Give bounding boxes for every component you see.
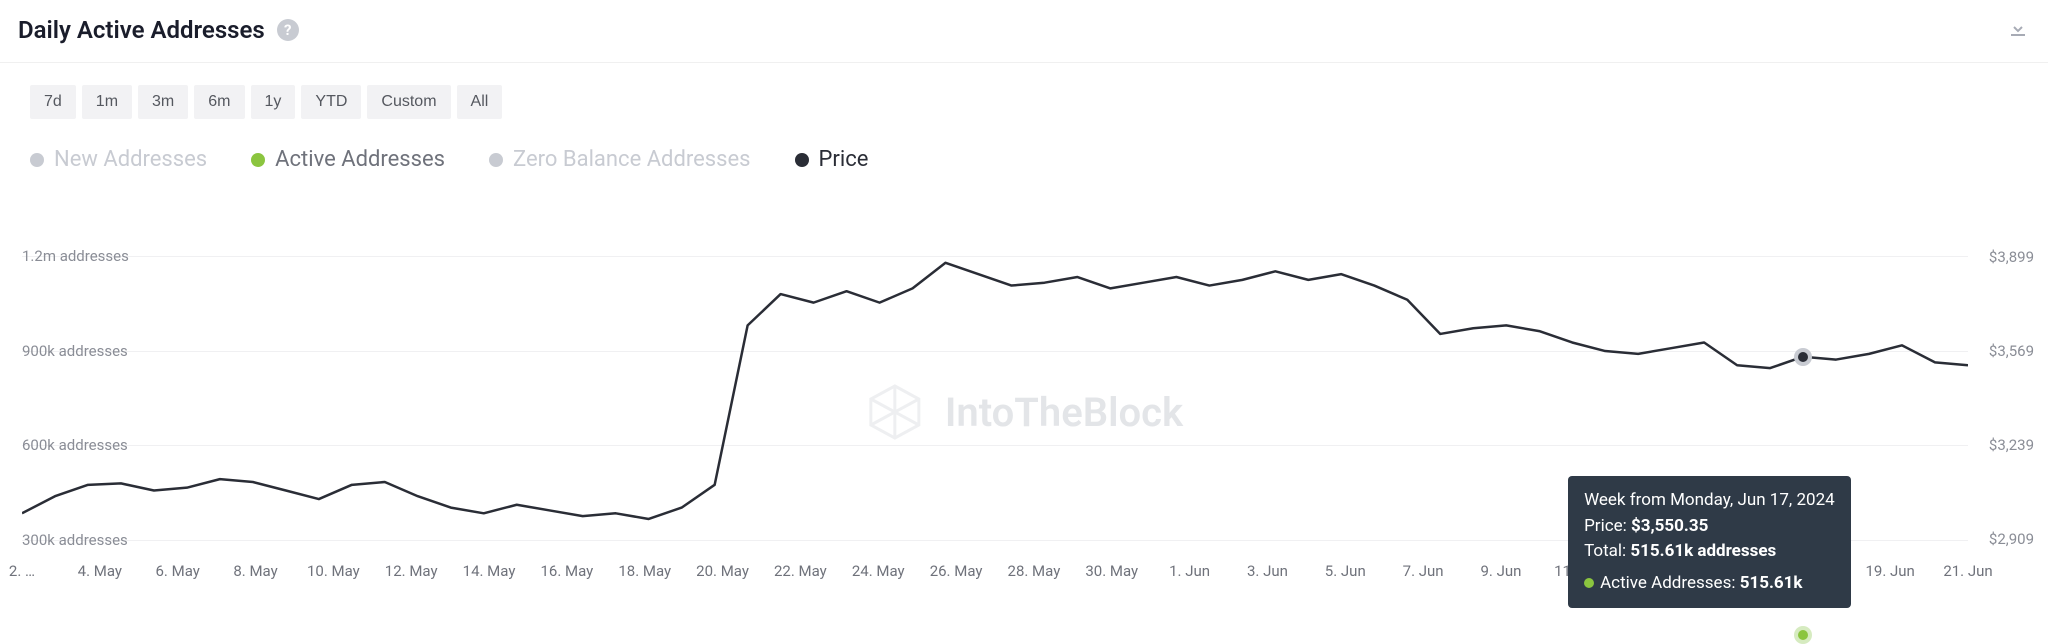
- chart-header: Daily Active Addresses ?: [0, 0, 2048, 63]
- legend-label: Price: [819, 147, 869, 172]
- x-tick: 11. Jun: [1554, 562, 1603, 580]
- legend-label: Active Addresses: [275, 147, 445, 172]
- x-tick: 15. Jun: [1710, 562, 1759, 580]
- series-price: [22, 263, 1968, 519]
- page-title: Daily Active Addresses: [18, 16, 265, 44]
- range-btn-ytd[interactable]: YTD: [301, 85, 361, 119]
- range-btn-1y[interactable]: 1y: [251, 85, 296, 119]
- help-icon[interactable]: ?: [277, 19, 299, 41]
- x-tick: 22. May: [774, 562, 827, 580]
- time-range-controls: 7d1m3m6m1yYTDCustomAll: [0, 63, 2048, 119]
- legend-dot-icon: [251, 153, 265, 167]
- range-btn-6m[interactable]: 6m: [194, 85, 244, 119]
- x-tick: 14. May: [463, 562, 516, 580]
- x-tick: 30. May: [1085, 562, 1138, 580]
- y-right-tick: $3,569: [1989, 342, 2034, 360]
- x-tick: 21. Jun: [1943, 562, 1992, 580]
- x-tick: 1. Jun: [1169, 562, 1210, 580]
- x-tick: 17. Jun: [1788, 562, 1837, 580]
- hover-dot-active_addresses: [1794, 626, 1812, 644]
- y-right-tick: $2,909: [1989, 530, 2034, 548]
- x-tick: 18. May: [618, 562, 671, 580]
- x-tick: 26. May: [930, 562, 983, 580]
- x-tick: 13. Jun: [1632, 562, 1681, 580]
- x-tick: 12. May: [385, 562, 438, 580]
- x-tick: 16. May: [540, 562, 593, 580]
- x-tick: 2. …: [9, 562, 35, 580]
- x-tick: 10. May: [307, 562, 360, 580]
- legend-item-new-addresses[interactable]: New Addresses: [30, 147, 207, 172]
- y-right-tick: $3,899: [1989, 248, 2034, 266]
- plot-area[interactable]: [22, 240, 1968, 556]
- x-tick: 7. Jun: [1403, 562, 1444, 580]
- range-btn-7d[interactable]: 7d: [30, 85, 76, 119]
- legend-dot-icon: [30, 153, 44, 167]
- legend: New Addresses Active Addresses Zero Balanc…: [0, 119, 2048, 172]
- y-right-tick: $3,239: [1989, 436, 2034, 454]
- x-tick: 20. May: [696, 562, 749, 580]
- legend-label: New Addresses: [54, 147, 207, 172]
- x-tick: 9. Jun: [1480, 562, 1521, 580]
- legend-dot-icon: [795, 153, 809, 167]
- legend-item-price[interactable]: Price: [795, 147, 869, 172]
- range-btn-1m[interactable]: 1m: [82, 85, 132, 119]
- range-btn-custom[interactable]: Custom: [367, 85, 450, 119]
- x-tick: 3. Jun: [1247, 562, 1288, 580]
- x-tick: 4. May: [78, 562, 122, 580]
- legend-item-zero-balance-addresses[interactable]: Zero Balance Addresses: [489, 147, 750, 172]
- x-tick: 6. May: [155, 562, 199, 580]
- range-btn-all[interactable]: All: [457, 85, 503, 119]
- legend-item-active-addresses[interactable]: Active Addresses: [251, 147, 445, 172]
- chart-lines: [22, 240, 1968, 556]
- title-wrap: Daily Active Addresses ?: [18, 16, 299, 44]
- chart-area: IntoTheBlock 300k addresses600k addresse…: [0, 240, 2048, 596]
- x-tick: 5. Jun: [1325, 562, 1366, 580]
- x-tick: 28. May: [1008, 562, 1061, 580]
- x-tick: 19. Jun: [1865, 562, 1914, 580]
- legend-label: Zero Balance Addresses: [513, 147, 750, 172]
- x-tick: 24. May: [852, 562, 905, 580]
- x-tick: 8. May: [233, 562, 277, 580]
- range-btn-3m[interactable]: 3m: [138, 85, 188, 119]
- legend-dot-icon: [489, 153, 503, 167]
- download-icon[interactable]: [2006, 16, 2030, 44]
